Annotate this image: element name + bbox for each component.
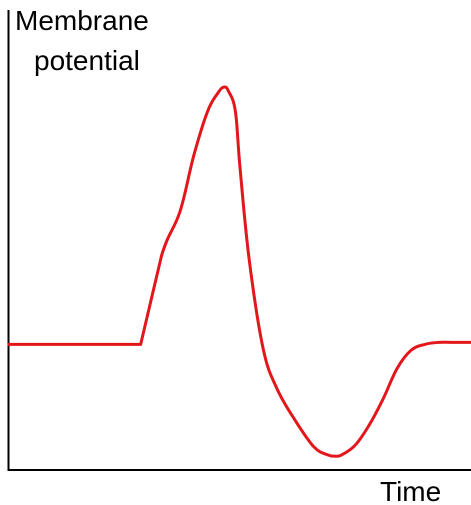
y-axis-title-line-2: potential xyxy=(34,45,140,76)
membrane-potential-line xyxy=(7,85,471,458)
data-point-layer xyxy=(9,87,471,456)
y-axis-title-line-1: Membrane xyxy=(15,5,149,36)
x-axis-title: Time xyxy=(380,476,441,505)
